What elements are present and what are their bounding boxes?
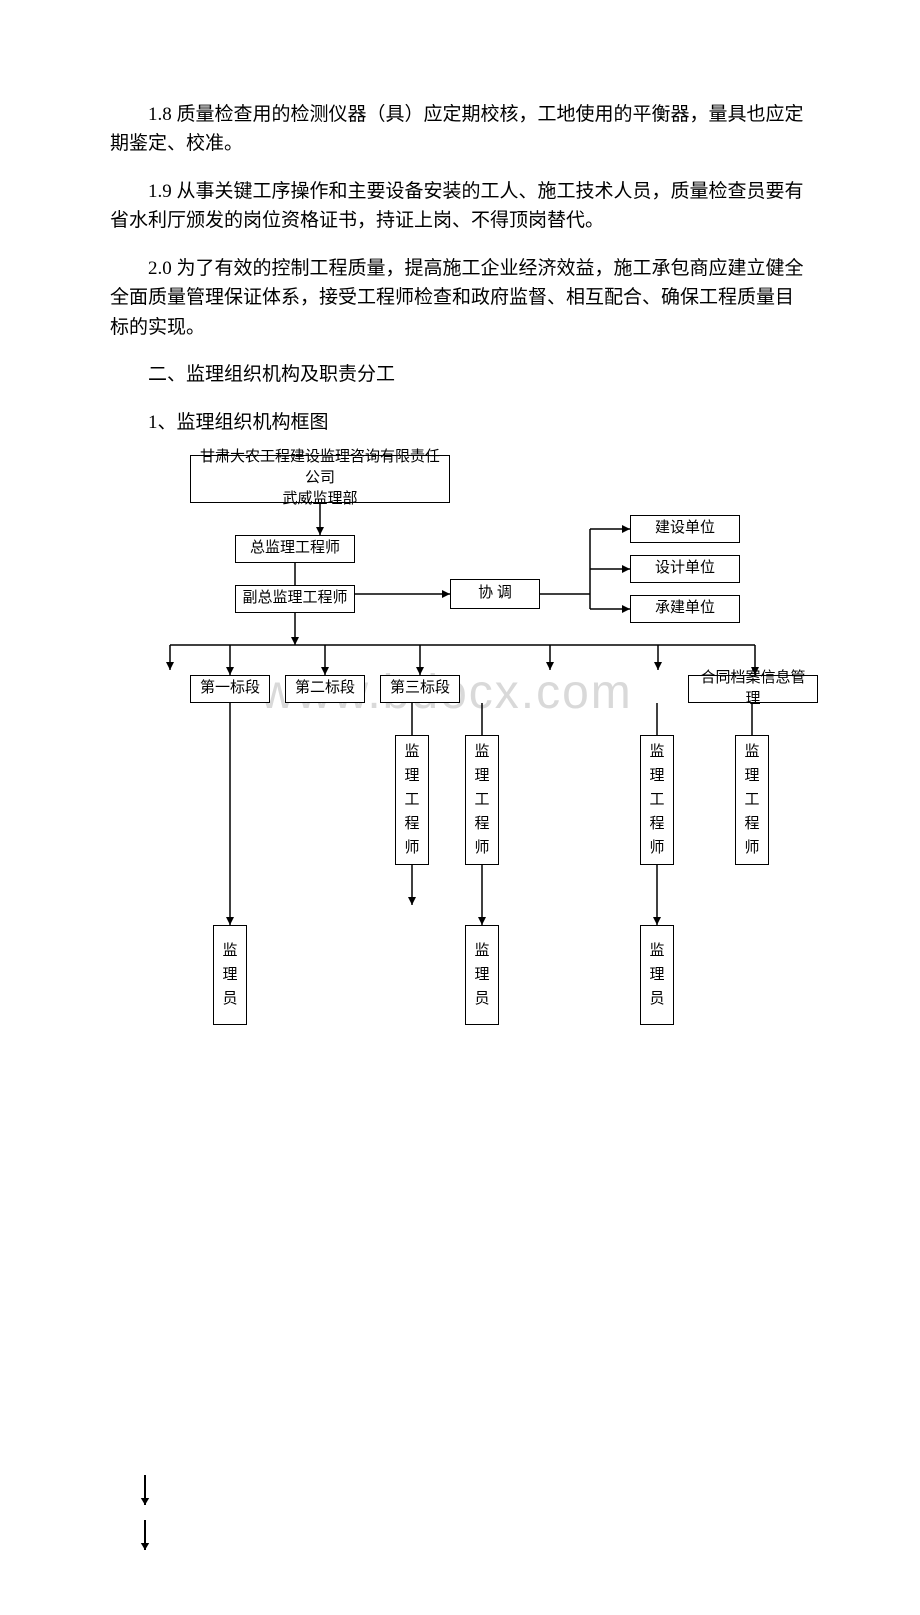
node-eng2: 监理工程师	[465, 735, 499, 865]
para-2-0: 2.0 为了有效的控制工程质量，提高施工企业经济效益，施工承包商应建立健全全面质…	[110, 254, 810, 342]
node-seg1: 第一标段	[190, 675, 270, 703]
node-eng3: 监理工程师	[640, 735, 674, 865]
node-vice: 副总监理工程师	[235, 585, 355, 613]
node-chief: 总监理工程师	[235, 535, 355, 563]
node-sup3: 监理员	[640, 925, 674, 1025]
node-archive: 合同档案信息管理	[688, 675, 818, 703]
node-build: 建设单位	[630, 515, 740, 543]
org-chart-diagram: www.bdocx.com 甘肃大农工程建设监理咨询有限责任公司武威监理部总监理…	[130, 455, 830, 1355]
node-seg3: 第三标段	[380, 675, 460, 703]
node-contract: 承建单位	[630, 595, 740, 623]
orphan-arrows-svg	[130, 1475, 170, 1575]
node-design: 设计单位	[630, 555, 740, 583]
node-sup2: 监理员	[465, 925, 499, 1025]
heading-2-1: 1、监理组织机构框图	[110, 408, 810, 437]
para-1-8: 1.8 质量检查用的检测仪器（具）应定期校核，工地使用的平衡器，量具也应定期鉴定…	[110, 100, 810, 159]
node-company: 甘肃大农工程建设监理咨询有限责任公司武威监理部	[190, 455, 450, 503]
node-eng1: 监理工程师	[395, 735, 429, 865]
node-eng4: 监理工程师	[735, 735, 769, 865]
node-seg2: 第二标段	[285, 675, 365, 703]
node-coord: 协 调	[450, 579, 540, 609]
heading-2: 二、监理组织机构及职责分工	[110, 360, 810, 389]
orphan-arrows	[130, 1475, 170, 1575]
para-1-9: 1.9 从事关键工序操作和主要设备安装的工人、施工技术人员，质量检查员要有省水利…	[110, 177, 810, 236]
node-sup1: 监理员	[213, 925, 247, 1025]
